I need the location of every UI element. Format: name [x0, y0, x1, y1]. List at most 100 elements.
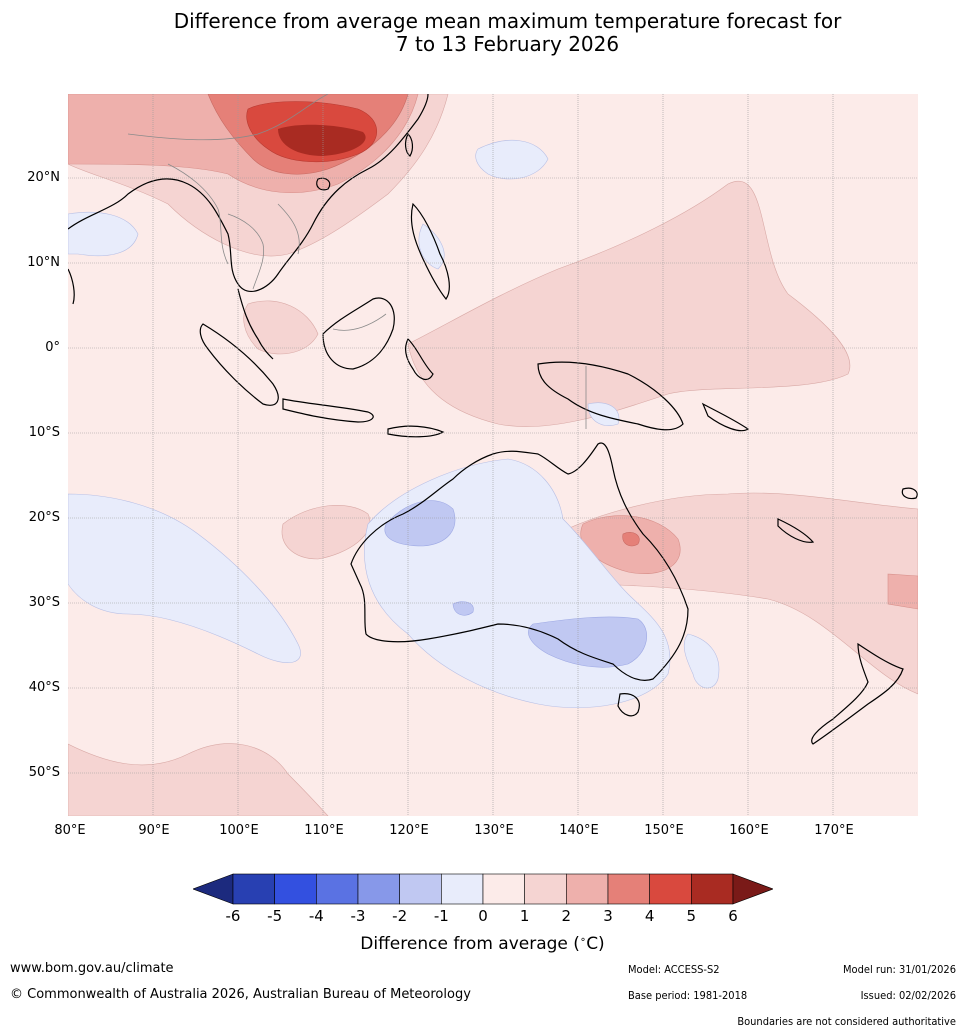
anomaly-region-borneo-cool — [418, 223, 445, 270]
title-line-2: 7 to 13 February 2026 — [395, 32, 620, 56]
anomaly-region-se-asia — [243, 300, 319, 355]
anomaly-region-tasman — [887, 573, 918, 610]
lon-label-140e: 140°E — [559, 823, 599, 838]
colorbar-tick-label: -3 — [350, 907, 366, 925]
colorbar-tick-label: 5 — [686, 907, 697, 925]
colorbar-tick-label: 3 — [603, 907, 613, 925]
colorbar-tick-label: -5 — [267, 907, 283, 925]
colorbar-label-text: Difference from average ( — [360, 934, 580, 954]
lon-label-120e: 120°E — [389, 823, 429, 838]
anomaly-5-6-regions — [278, 124, 366, 156]
footer-url[interactable]: www.bom.gov.au/climate — [10, 961, 174, 976]
footer-base-period: Base period: 1981-2018 — [628, 989, 748, 1002]
country-borders — [127, 94, 587, 429]
border-indochina — [277, 203, 300, 255]
border-china — [127, 94, 329, 141]
anomaly-region-indian-ocean — [281, 504, 371, 560]
coastline-sumatra — [199, 323, 279, 406]
colorbar-tick-label: -1 — [433, 907, 449, 925]
footer-issued: Issued: 02/02/2026 — [860, 989, 956, 1002]
lon-label-130e: 130°E — [474, 823, 514, 838]
coastline-timor — [387, 425, 445, 438]
colorbar-label: Difference from average (∘C) — [0, 934, 965, 954]
coastline-tasmania — [617, 693, 640, 717]
colorbar-segment — [274, 873, 317, 905]
colorbar-segment — [316, 873, 359, 905]
anomaly-region-indian-ocean-cool — [68, 493, 301, 663]
border-thailand — [227, 213, 265, 290]
colorbar-tick-label: 4 — [644, 907, 655, 925]
anomaly-region-wa-cool — [384, 500, 456, 547]
colorbar-tick-label: -6 — [225, 907, 241, 925]
graticule — [68, 94, 918, 816]
coastline-philippines — [410, 202, 450, 301]
colorbar-segment — [441, 873, 484, 905]
colorbar-tick-label: -2 — [392, 907, 408, 925]
lat-label-10s: 10°S — [28, 425, 60, 440]
map-title: Difference from average mean maximum tem… — [0, 10, 965, 56]
lat-label-50s: 50°S — [28, 765, 60, 780]
colorbar-segment — [691, 873, 734, 905]
coastline-borneo — [322, 297, 395, 370]
coastline-new-zealand — [811, 642, 904, 745]
map-canvas — [68, 94, 918, 816]
colorbar — [193, 873, 773, 905]
coastline-sulawesi — [404, 337, 434, 381]
anomaly-region-nw-pacific — [407, 181, 851, 427]
lon-label-170e: 170°E — [814, 823, 854, 838]
colorbar-segment — [399, 873, 442, 905]
colorbar-tick-label: 2 — [561, 907, 572, 925]
footer-model-run: Model run: 31/01/2026 — [843, 963, 956, 976]
colorbar-segment — [357, 873, 400, 905]
coastline-solomons — [701, 402, 750, 432]
lon-label-150e: 150°E — [644, 823, 684, 838]
coastline-new-guinea — [537, 361, 684, 431]
anomaly-region-se-australia-cool — [528, 616, 647, 668]
coastline-asia — [68, 94, 429, 292]
coastline-australia — [350, 442, 689, 681]
colorbar-tick-label: -4 — [308, 907, 324, 925]
border-borneo — [332, 313, 387, 331]
coastline-hainan — [316, 177, 331, 191]
anomaly-region-south-china-5-6 — [278, 124, 366, 156]
title-line-1: Difference from average mean maximum tem… — [173, 9, 842, 33]
coastline-fiji — [901, 487, 918, 500]
colorbar-segment — [524, 873, 567, 905]
anomaly-region-png-cool — [587, 402, 620, 426]
lat-label-10n: 10°N — [27, 255, 60, 270]
coastline-new-caledonia — [777, 518, 815, 543]
colorbar-segment — [566, 873, 609, 905]
footer-copyright: © Commonwealth of Australia 2026, Austra… — [10, 987, 471, 1002]
lon-label-90e: 90°E — [138, 823, 170, 838]
lat-label-30s: 30°S — [28, 595, 60, 610]
colorbar-segment — [649, 873, 692, 905]
forecast-map[interactable] — [68, 94, 918, 816]
degree-symbol: ∘ — [579, 934, 587, 946]
border-myanmar — [167, 163, 229, 265]
colorbar-segment — [607, 873, 650, 905]
anomaly-neg2-neg1-regions — [384, 500, 647, 668]
lon-label-160e: 160°E — [729, 823, 769, 838]
anomaly-region-philippines-cool — [475, 139, 549, 180]
colorbar-tick-label: 1 — [519, 907, 530, 925]
coastline-java — [282, 398, 374, 423]
lat-label-20n: 20°N — [27, 170, 60, 185]
lat-label-20s: 20°S — [28, 510, 60, 525]
lon-label-100e: 100°E — [219, 823, 259, 838]
colorbar-tick-label: 6 — [728, 907, 738, 925]
colorbar-segment — [232, 873, 275, 905]
footer-model: Model: ACCESS-S2 — [628, 963, 720, 976]
colorbar-segment — [482, 873, 525, 905]
anomaly-region-bay-of-bengal-cool — [68, 211, 139, 257]
footer-disclaimer: Boundaries are not considered authoritat… — [737, 1015, 956, 1028]
lat-label-40s: 40°S — [28, 680, 60, 695]
coastline-malay-peninsula — [237, 288, 274, 360]
lon-label-110e: 110°E — [304, 823, 344, 838]
colorbar-tick-label: 0 — [478, 907, 488, 925]
coastlines — [68, 94, 918, 745]
coastline-india — [68, 268, 75, 305]
coastline-taiwan — [404, 132, 414, 157]
anomaly-region-queensland-3-4 — [622, 532, 640, 547]
colorbar-extend-high — [732, 873, 773, 905]
anomaly-region-southern-ocean — [68, 743, 329, 816]
